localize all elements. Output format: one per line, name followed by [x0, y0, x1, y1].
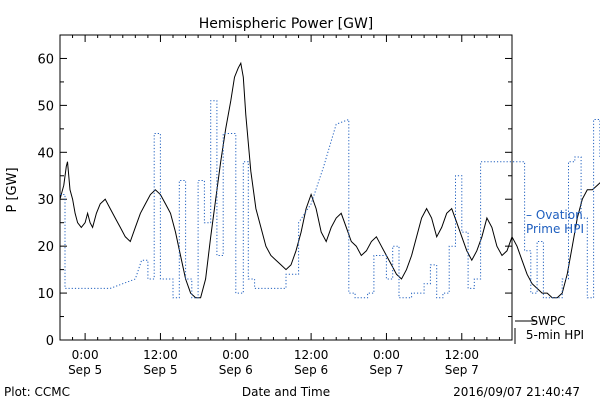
- footer-timestamp: 2016/09/07 21:40:47: [453, 385, 580, 399]
- x-tick-date-label: Sep 6: [294, 363, 328, 377]
- x-tick-time-label: 0:00: [373, 348, 400, 362]
- y-tick-label: 60: [37, 52, 54, 67]
- ovation-series-line: [60, 100, 600, 299]
- x-tick-date-label: Sep 5: [143, 363, 177, 377]
- swpc-legend-line1: SWPC: [530, 314, 565, 328]
- y-axis: 0 10 20 30 40 50 60: [37, 34, 512, 349]
- x-tick-date-label: Sep 5: [68, 363, 102, 377]
- y-tick-label: 20: [37, 240, 54, 255]
- y-tick-label: 0: [46, 334, 54, 349]
- x-tick-date-label: Sep 7: [445, 363, 479, 377]
- x-tick-time-label: 12:00: [294, 348, 329, 362]
- swpc-series-line: [59, 61, 600, 299]
- plot-frame: [59, 34, 513, 341]
- x-tick-time-label: 0:00: [222, 348, 249, 362]
- y-tick-label: 10: [37, 287, 54, 302]
- ovation-legend-line2: Prime HPI: [526, 222, 584, 236]
- y-tick-label: 30: [37, 193, 54, 208]
- series-layer: [59, 61, 600, 299]
- y-tick-label: 40: [37, 146, 54, 161]
- footer-credit: Plot: CCMC: [4, 385, 70, 399]
- y-tick-label: 50: [37, 99, 54, 114]
- chart-title: Hemispheric Power [GW]: [199, 16, 374, 32]
- plot-border: [59, 34, 513, 341]
- ovation-legend-line1: – Ovation: [526, 208, 583, 222]
- x-tick-date-label: Sep 7: [369, 363, 403, 377]
- x-axis-label: Date and Time: [242, 385, 330, 399]
- x-tick-time-label: 12:00: [143, 348, 178, 362]
- swpc-legend-line2: 5-min HPI: [526, 328, 584, 342]
- y-axis-label: P [GW]: [5, 167, 20, 212]
- x-tick-time-label: 0:00: [72, 348, 99, 362]
- x-tick-date-label: Sep 6: [219, 363, 253, 377]
- x-tick-time-label: 12:00: [444, 348, 479, 362]
